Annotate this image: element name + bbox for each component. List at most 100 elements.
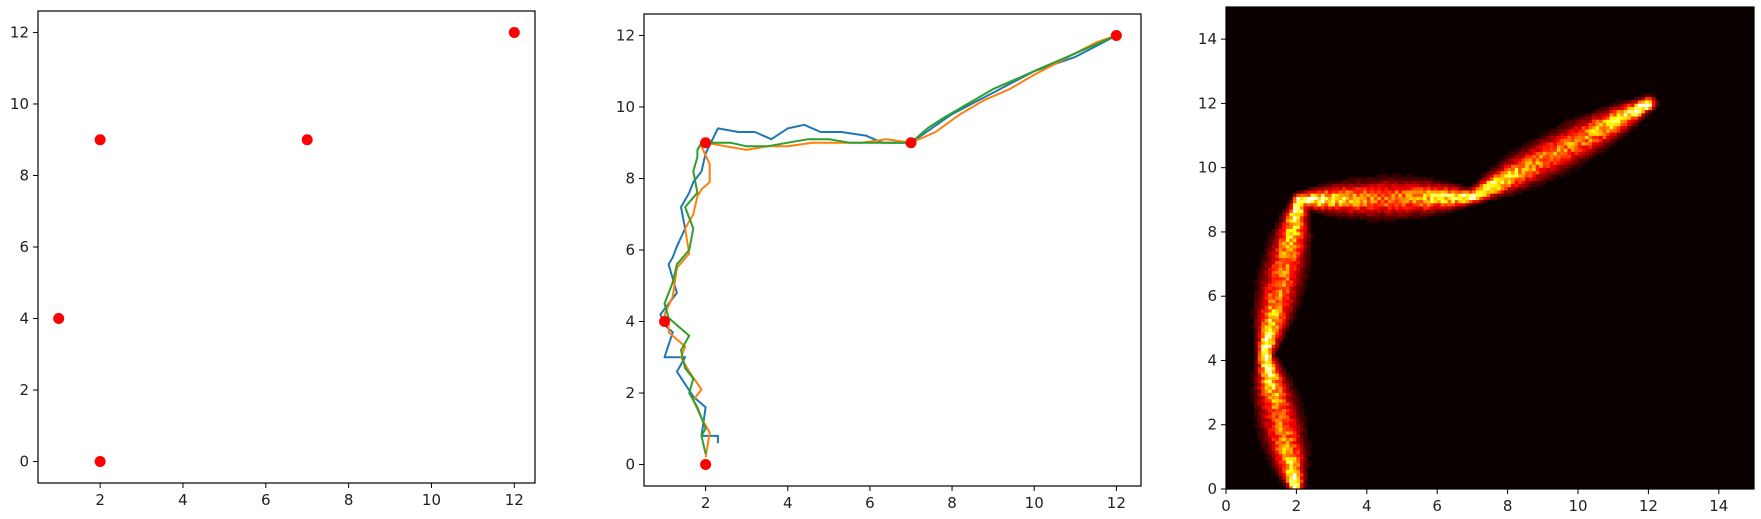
heatmap-cell [1567, 170, 1572, 175]
heatmap-cell [1296, 427, 1301, 432]
heatmap-cell [1458, 196, 1463, 201]
heatmap-cell [1528, 161, 1533, 165]
heatmap-cell [1528, 177, 1533, 181]
heatmap-cell [1430, 199, 1434, 204]
heatmap-cell [1285, 318, 1290, 323]
heatmap-cell [1623, 103, 1628, 107]
heatmap-cell [1433, 206, 1438, 210]
heatmap-cell [1461, 206, 1466, 210]
heatmap-cell [1282, 373, 1287, 377]
heatmap-cell [1419, 186, 1424, 191]
heatmap-cell [1409, 193, 1413, 197]
heatmap-cell [1641, 93, 1646, 98]
heatmap-cell [1271, 280, 1276, 284]
heatmap-cell [1416, 186, 1420, 191]
heatmap-cell [1275, 280, 1280, 284]
heatmap-cell [1511, 164, 1515, 168]
waypoint-marker [700, 137, 712, 149]
heatmap-cell [1289, 222, 1294, 226]
heatmap-cell [1394, 209, 1399, 213]
heatmap-cell [1380, 193, 1385, 197]
heatmap-cell [1278, 411, 1283, 416]
heatmap-cell [1289, 379, 1294, 384]
heatmap-cell [1292, 408, 1297, 413]
heatmap-cell [1416, 209, 1420, 213]
heatmap-cell [1648, 103, 1653, 107]
heatmap-cell [1275, 244, 1280, 249]
heatmap-cell [1560, 170, 1565, 175]
heatmap-cell [1261, 424, 1266, 429]
y-tick-label: 12 [1198, 94, 1217, 112]
heatmap-cell [1261, 431, 1266, 435]
heatmap-cell [1285, 254, 1290, 258]
heatmap-cell [1303, 456, 1308, 461]
heatmap-cell [1641, 109, 1646, 114]
heatmap-cell [1521, 154, 1526, 159]
heatmap-cell [1507, 170, 1512, 175]
heatmap-cell [1306, 228, 1311, 233]
heatmap-cell [1299, 450, 1304, 454]
heatmap-cell [1289, 447, 1294, 451]
heatmap-cell [1289, 434, 1294, 438]
heatmap-cell [1430, 209, 1434, 213]
heatmap-cell [1271, 292, 1276, 297]
heatmap-cell [1299, 444, 1304, 448]
heatmap-cell [1518, 148, 1522, 152]
heatmap-cell [1570, 148, 1575, 152]
heatmap-cell [1254, 302, 1258, 307]
heatmap-cell [1525, 174, 1530, 178]
heatmap-cell [1268, 254, 1273, 258]
heatmap-cell [1437, 183, 1442, 188]
heatmap-cell [1303, 286, 1308, 291]
heatmap-cell [1278, 231, 1283, 236]
heatmap-cell [1292, 222, 1297, 226]
heatmap-cell [1324, 199, 1329, 204]
heatmap-cell [1606, 145, 1610, 149]
heatmap-cell [1282, 238, 1287, 242]
heatmap-cell [1458, 203, 1463, 207]
heatmap-cell [1275, 318, 1280, 323]
heatmap-cell [1264, 450, 1269, 454]
heatmap-cell [1317, 183, 1322, 188]
heatmap-cell [1282, 219, 1287, 223]
heatmap-cell [1342, 199, 1346, 204]
heatmap-cell [1250, 370, 1255, 374]
heatmap-cell [1292, 479, 1297, 483]
heatmap-cell [1588, 135, 1593, 140]
heatmap-cell [1398, 215, 1403, 220]
heatmap-cell [1468, 190, 1473, 194]
heatmap-cell [1296, 450, 1301, 454]
heatmap-cell [1606, 132, 1610, 136]
heatmap-cell [1398, 209, 1403, 213]
heatmap-cell [1546, 154, 1551, 159]
heatmap-cell [1275, 472, 1280, 477]
heatmap-cell [1278, 399, 1283, 403]
heatmap-cell [1289, 312, 1294, 316]
waypoint-marker [1110, 29, 1122, 41]
heatmap-cell [1275, 341, 1280, 345]
heatmap-cell [1546, 174, 1551, 178]
heatmap-cell [1644, 106, 1649, 111]
heatmap-cell [1282, 469, 1287, 474]
heatmap-cell [1278, 244, 1283, 249]
heatmap-cell [1278, 264, 1283, 268]
heatmap-cell [1271, 463, 1276, 467]
heatmap-cell [1299, 453, 1304, 458]
heatmap-cell [1275, 392, 1280, 397]
heatmap-cell [1299, 241, 1304, 246]
heatmap-cell [1275, 421, 1280, 426]
heatmap-cell [1574, 164, 1579, 168]
heatmap-cell [1331, 203, 1336, 207]
heatmap-cell [1299, 286, 1304, 291]
heatmap-cell [1623, 109, 1628, 114]
heatmap-cell [1271, 437, 1276, 442]
heatmap-cell [1271, 315, 1276, 319]
heatmap-cell [1578, 161, 1582, 165]
heatmap-cell [1285, 212, 1290, 217]
heatmap-cell [1285, 402, 1290, 406]
heatmap-cell [1419, 215, 1424, 220]
heatmap-cell [1268, 389, 1273, 393]
heatmap-cell [1356, 215, 1361, 220]
heatmap-cell [1475, 190, 1480, 194]
heatmap-cell [1306, 241, 1311, 246]
